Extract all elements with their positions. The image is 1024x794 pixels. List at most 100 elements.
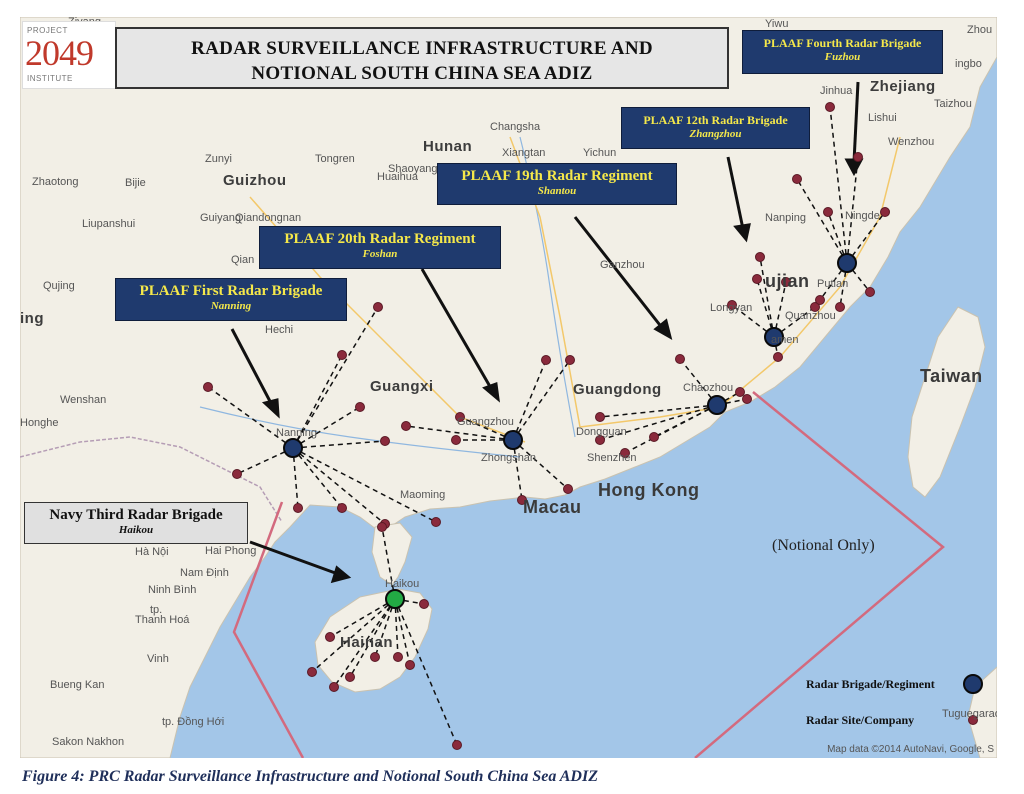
radar-site (880, 207, 890, 217)
radar-site (517, 495, 527, 505)
place-label: Guangdong (573, 381, 662, 398)
unit-name: PLAAF Fourth Radar Brigade (763, 36, 922, 50)
place-label: Macau (523, 497, 582, 517)
unit-name: PLAAF 12th Radar Brigade (643, 113, 788, 127)
place-label: amen (771, 334, 799, 346)
place-label: Liupanshui (82, 218, 136, 230)
place-label: Zhejiang (870, 78, 936, 95)
place-label: ing (20, 310, 44, 327)
radar-site (595, 412, 605, 422)
notional-label: (Notional Only) (772, 537, 875, 554)
place-label: Honghe (20, 417, 59, 429)
place-label: Hunan (423, 138, 473, 155)
radar-sites (203, 102, 890, 750)
radar-site (232, 469, 242, 479)
place-label: Tuguegarao (942, 708, 997, 720)
radar-site (401, 421, 411, 431)
radar-site (393, 652, 403, 662)
place-label: Qian (231, 254, 255, 266)
radar-site (452, 740, 462, 750)
radar-hubs (283, 253, 857, 609)
place-label: Shenzhen (587, 452, 637, 464)
place-label: Huaihua (377, 171, 418, 183)
place-label: Shaoyang (388, 163, 438, 175)
place-label: Maoming (400, 489, 446, 501)
unit-city: Zhangzhou (689, 128, 742, 140)
map[interactable]: Yiwu Ziyang Zhou Zhejiang Jinhua ingbo T… (20, 17, 997, 758)
radar-site (773, 352, 783, 362)
place-label: Ningde (845, 210, 880, 222)
place-label: Hong Kong (598, 480, 700, 500)
place-label: Thanh Hoá (135, 614, 190, 626)
place-label: Dongguan (576, 426, 627, 438)
place-label: Quanzhou (785, 310, 836, 322)
legend-brigade-label: Radar Brigade/Regiment (806, 677, 935, 691)
radar-site (565, 355, 575, 365)
title-line-2: NOTIONAL SOUTH CHINA SEA ADIZ (251, 63, 593, 84)
place-label: Yichun (583, 147, 617, 159)
unit-box-foshan: PLAAF 20th Radar Regiment Foshan (259, 226, 501, 269)
radar-site (752, 274, 762, 284)
hub-nanning (283, 438, 303, 458)
place-label: Bijie (125, 177, 146, 189)
unit-city: Foshan (362, 248, 398, 260)
map-canvas (20, 17, 997, 758)
hub-haikou (385, 589, 405, 609)
place-label: Guizhou (223, 172, 287, 189)
river (199, 406, 521, 458)
radar-site (337, 350, 347, 360)
unit-city: Shantou (537, 185, 577, 197)
radar-site (835, 302, 845, 312)
place-label: ingbo (955, 58, 982, 70)
radar-site (563, 484, 573, 494)
leader-arrows (230, 81, 864, 584)
place-label: Yiwu (765, 18, 789, 30)
place-label: tp. Đồng Hới (162, 716, 225, 728)
radar-site (792, 174, 802, 184)
place-label: Putian (817, 278, 849, 290)
place-label: Vinh (147, 653, 169, 665)
place-label: Zhaotong (32, 176, 79, 188)
place-label: Hà Nội (135, 546, 169, 558)
radar-site (620, 448, 630, 458)
unit-name: Navy Third Radar Brigade (49, 507, 223, 523)
radar-site (595, 435, 605, 445)
radar-site (293, 503, 303, 513)
radar-site (431, 517, 441, 527)
unit-city: Fuzhou (824, 51, 861, 63)
radar-site (370, 652, 380, 662)
legend-brigade-marker (963, 674, 983, 694)
place-label: Hainan (340, 634, 394, 651)
place-label: Zhou (967, 24, 993, 36)
legend-site-marker (968, 715, 978, 725)
place-label: Wenzhou (888, 136, 935, 148)
radar-site (419, 599, 429, 609)
legend-site-label: Radar Site/Company (806, 713, 915, 727)
radar-site (541, 355, 551, 365)
place-label: Xiangtan (502, 147, 546, 159)
hub-shantou (707, 395, 727, 415)
place-label: Longyan (710, 302, 753, 314)
place-label: Sakon Nakhon (52, 736, 125, 748)
radar-site (455, 412, 465, 422)
place-label: Hechi (265, 324, 294, 336)
place-label: Bueng Kan (50, 679, 105, 691)
radar-site (649, 432, 659, 442)
place-label: Nanping (765, 212, 806, 224)
place-label: Nanning (276, 427, 317, 439)
radar-site (405, 660, 415, 670)
place-label: Lishui (868, 112, 897, 124)
unit-name: PLAAF First Radar Brigade (139, 283, 323, 299)
radar-site (781, 277, 791, 287)
unit-city: Haikou (118, 524, 154, 536)
radar-site (853, 152, 863, 162)
place-label: Tongren (315, 153, 355, 165)
logo-text: INSTITUTE (27, 74, 73, 83)
place-label: Jinhua (820, 85, 853, 97)
place-label: Zunyi (205, 153, 232, 165)
place-label: Ganzhou (600, 259, 645, 271)
place-label: Guangxi (370, 378, 434, 395)
radar-site (755, 252, 765, 262)
unit-box-haikou: Navy Third Radar Brigade Haikou (24, 502, 248, 544)
radar-site (727, 300, 737, 310)
